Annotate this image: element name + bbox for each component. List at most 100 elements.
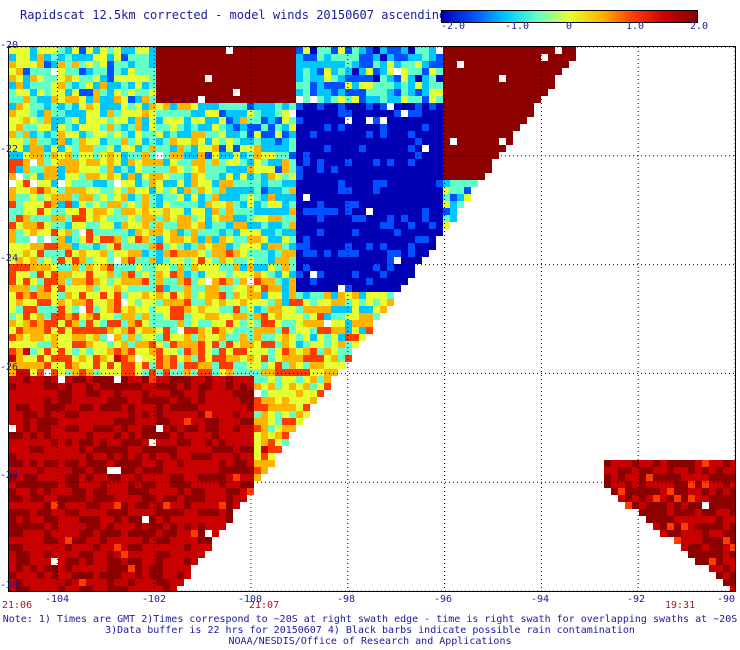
heatmap-cell (268, 145, 275, 152)
heatmap-cell (37, 271, 44, 278)
heatmap-cell (380, 257, 387, 264)
heatmap-cell (324, 285, 331, 292)
heatmap-cell (93, 362, 100, 369)
heatmap-cell (275, 194, 282, 201)
heatmap-cell (184, 313, 191, 320)
heatmap-cell (310, 355, 317, 362)
heatmap-cell (205, 460, 212, 467)
heatmap-cell (9, 565, 16, 572)
heatmap-cell (352, 222, 359, 229)
heatmap-cell (114, 327, 121, 334)
heatmap-cell (79, 124, 86, 131)
heatmap-cell (135, 173, 142, 180)
heatmap-cell (373, 75, 380, 82)
heatmap-cell (443, 131, 450, 138)
heatmap-cell (128, 138, 135, 145)
heatmap-cell (23, 495, 30, 502)
heatmap-cell (86, 341, 93, 348)
heatmap-cell (163, 215, 170, 222)
heatmap-cell (450, 96, 457, 103)
heatmap-cell (65, 558, 72, 565)
heatmap-cell (387, 152, 394, 159)
heatmap-cell (30, 222, 37, 229)
heatmap-cell (142, 166, 149, 173)
heatmap-cell (184, 264, 191, 271)
heatmap-cell (261, 89, 268, 96)
heatmap-cell (233, 292, 240, 299)
heatmap-cell (65, 432, 72, 439)
heatmap-cell (184, 173, 191, 180)
heatmap-cell (212, 243, 219, 250)
heatmap-cell (317, 75, 324, 82)
heatmap-cell (268, 271, 275, 278)
heatmap-cell (317, 103, 324, 110)
heatmap-cell (450, 194, 457, 201)
heatmap-cell (86, 131, 93, 138)
heatmap-cell (415, 208, 422, 215)
heatmap-cell (191, 250, 198, 257)
heatmap-cell (681, 516, 688, 523)
heatmap-cell (142, 565, 149, 572)
heatmap-cell (373, 243, 380, 250)
heatmap-cell (135, 488, 142, 495)
heatmap-cell (653, 509, 660, 516)
heatmap-cell (170, 145, 177, 152)
heatmap-cell (184, 208, 191, 215)
heatmap-cell (240, 341, 247, 348)
heatmap-cell (212, 418, 219, 425)
heatmap-cell (289, 362, 296, 369)
heatmap-cell (65, 75, 72, 82)
heatmap-cell (527, 110, 534, 117)
heatmap-cell (492, 138, 499, 145)
heatmap-cell (212, 397, 219, 404)
heatmap-cell (268, 117, 275, 124)
heatmap-cell (261, 82, 268, 89)
heatmap-cell (205, 124, 212, 131)
heatmap-cell (317, 313, 324, 320)
heatmap-cell (268, 348, 275, 355)
heatmap-cell (107, 495, 114, 502)
heatmap-cell (380, 243, 387, 250)
heatmap-cell (86, 327, 93, 334)
heatmap-cell (338, 61, 345, 68)
heatmap-cell (198, 530, 205, 537)
heatmap-cell (30, 257, 37, 264)
heatmap-cell (37, 236, 44, 243)
heatmap-cell (51, 54, 58, 61)
heatmap-cell (86, 187, 93, 194)
heatmap-cell (86, 306, 93, 313)
heatmap-cell (450, 103, 457, 110)
heatmap-cell (121, 376, 128, 383)
heatmap-cell (233, 264, 240, 271)
heatmap-cell (653, 488, 660, 495)
heatmap-cell (156, 495, 163, 502)
heatmap-cell (58, 264, 65, 271)
heatmap-cell (611, 467, 618, 474)
heatmap-cell (310, 75, 317, 82)
heatmap-cell (219, 299, 226, 306)
heatmap-cell (107, 502, 114, 509)
heatmap-cell (149, 257, 156, 264)
heatmap-cell (268, 411, 275, 418)
heatmap-cell (415, 236, 422, 243)
heatmap-cell (212, 355, 219, 362)
heatmap-cell (135, 229, 142, 236)
heatmap-cell (450, 124, 457, 131)
heatmap-cell (100, 47, 107, 54)
heatmap-cell (156, 82, 163, 89)
heatmap-cell (30, 334, 37, 341)
heatmap-cell (254, 117, 261, 124)
heatmap-cell (93, 54, 100, 61)
heatmap-cell (359, 110, 366, 117)
heatmap-cell (191, 82, 198, 89)
heatmap-cell (625, 502, 632, 509)
heatmap-cell (86, 215, 93, 222)
heatmap-cell (667, 523, 674, 530)
heatmap-cell (205, 82, 212, 89)
heatmap-cell (450, 166, 457, 173)
heatmap-cell (401, 208, 408, 215)
heatmap-cell (695, 551, 702, 558)
heatmap-cell (233, 502, 240, 509)
heatmap-cell (233, 250, 240, 257)
heatmap-cell (324, 264, 331, 271)
